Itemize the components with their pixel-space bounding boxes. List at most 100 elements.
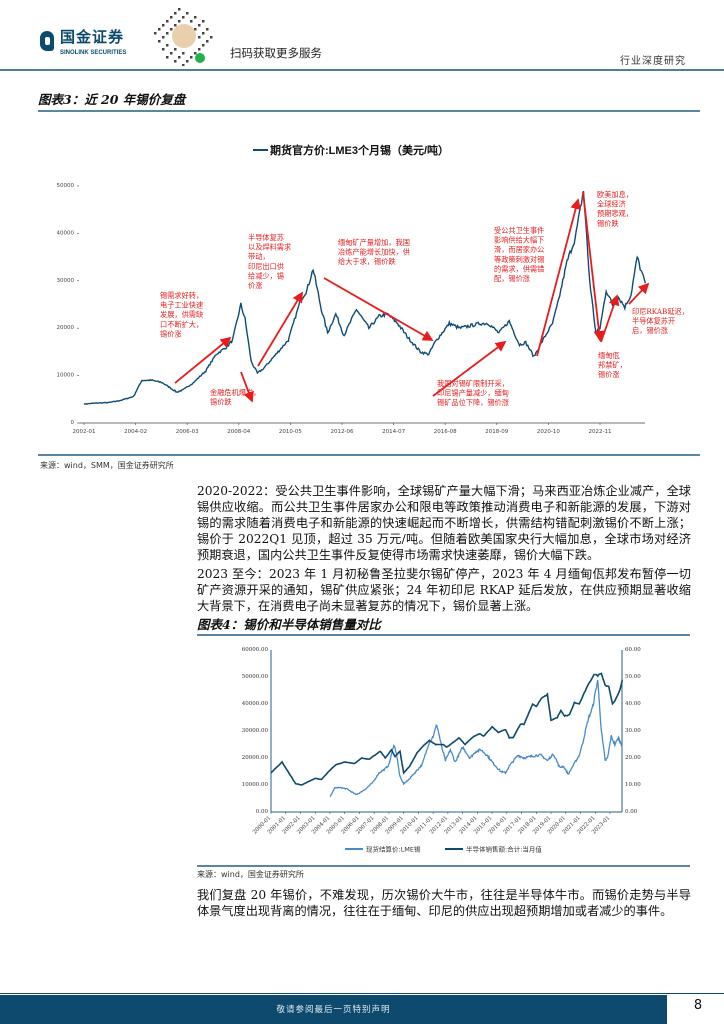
y-left-tick-label: 20000.00	[242, 755, 269, 761]
page-number: 8	[693, 998, 703, 1013]
qr-module	[182, 52, 185, 55]
annotation-text: 以及焊料需求	[248, 243, 291, 252]
annotation-text: 印尼RKAB延迟，	[632, 307, 689, 316]
qr-module	[158, 28, 161, 31]
qr-module	[170, 28, 173, 31]
annotation-arrow-up	[257, 291, 303, 367]
qr-module	[178, 56, 181, 59]
annotation-text: 给减少，锡	[248, 271, 284, 280]
y-tick-label: 50000	[57, 183, 75, 189]
figure4-source: 来源：wind，国金证券研究所	[197, 870, 304, 879]
sinolink-logo-icon	[40, 31, 54, 51]
qr-module	[198, 48, 201, 51]
annotation-text: 启，锡价涨	[632, 326, 668, 335]
annotation-text: 印尼锡产量减少，缅甸	[437, 389, 509, 398]
annotation-text: 锡价涨	[598, 370, 620, 379]
legend-label-lme-tin: 现货结算价:LME锡	[366, 845, 421, 854]
qr-module	[190, 56, 193, 59]
annotation-text: 预期悲观，	[597, 209, 633, 218]
annotation-text: 口不断扩大，	[160, 320, 203, 329]
y-right-tick-label: 20.00	[625, 755, 641, 761]
x-tick-label: 2020-10	[537, 429, 560, 435]
logo-text-en: SINOLINK SECURITIES	[60, 50, 127, 56]
wechat-mini-program-icon	[195, 53, 205, 63]
annotation-text: 全球经济	[597, 200, 626, 209]
annotation-text: 半导体复苏开	[632, 317, 675, 326]
annotation-text: 的需求，供需错	[494, 264, 544, 273]
paragraph-conclusion: 我们复盘 20 年锡价，不难发现，历次锡价大牛市，往往是半导体牛市。而锡价走势与…	[197, 888, 691, 918]
annotation-text: 锡价跌	[210, 398, 232, 407]
figure4-title-rule	[197, 634, 690, 636]
annotation-text: 锡矿品位下降，锡价涨	[437, 398, 509, 407]
qr-module	[154, 32, 157, 35]
y-tick-label: 30000	[57, 278, 75, 284]
annotation-text: 受公共卫生事件	[494, 226, 544, 235]
figure3-bottom-rule	[38, 454, 700, 456]
paragraph-2020-2022: 2020-2022：受公共卫生事件影响，全球锡矿产量大幅下滑；马来西亚冶炼企业减…	[197, 484, 691, 562]
y-tick-label: 40000	[57, 230, 75, 236]
x-tick-label: 2018-09	[485, 429, 508, 435]
qr-module	[162, 36, 165, 39]
annotation-text: 等政策刺激对锡	[494, 255, 544, 264]
qr-module	[206, 40, 209, 43]
y-right-tick-label: 50.00	[625, 674, 641, 680]
annotation-text: 发展，供需缺	[160, 310, 203, 319]
annotation-arrow-down	[323, 277, 434, 341]
annotation-arrow-down	[240, 371, 254, 403]
x-tick-label: 2008-04	[227, 429, 250, 435]
figure4-bottom-rule	[197, 865, 690, 867]
x-tick-label: 2010-05	[279, 429, 302, 435]
qr-module	[186, 12, 189, 15]
annotation-text: 给大于求，锡价跌	[338, 257, 396, 266]
x-tick-label: 2022-11	[589, 429, 612, 435]
annotation-text: 配，锡价涨	[494, 274, 530, 283]
header-divider	[0, 69, 724, 71]
annotation-text: 冶炼产能增长加快，供	[338, 248, 410, 257]
qr-module	[198, 36, 201, 39]
footer-divider	[0, 993, 724, 994]
footer-disclaimer[interactable]: 敬请参阅最后一页特别声明	[276, 1005, 391, 1015]
annotation-text: 缅甸佤	[598, 351, 620, 360]
qr-module	[166, 20, 169, 23]
y-left-tick-label: 50000.00	[242, 674, 269, 680]
annotation-text: 电子工业快速	[160, 301, 203, 310]
qr-module	[202, 32, 205, 35]
qr-module	[166, 32, 169, 35]
qr-module	[198, 24, 201, 27]
annotation-arrow-up	[600, 294, 620, 343]
qr-module	[202, 44, 205, 47]
qr-module	[202, 20, 205, 23]
document-type-label: 行业深度研究	[620, 56, 686, 67]
qr-module	[182, 64, 185, 66]
y-left-tick-label: 0.00	[256, 809, 269, 815]
y-right-tick-label: 30.00	[625, 728, 641, 734]
qr-module	[174, 12, 177, 15]
annotation-arrow-up	[536, 198, 581, 357]
x-tick-label: 2006-03	[176, 429, 199, 435]
x-tick-label: 2004-02	[124, 429, 147, 435]
annotation-arrow-up	[174, 336, 232, 384]
annotation-text: 锡价跌	[597, 219, 619, 228]
qr-module	[178, 8, 181, 11]
series-line-lme3-tin	[83, 190, 647, 405]
figure3-title: 图表3：近 20 年锡价复盘	[38, 92, 186, 107]
y-left-tick-label: 10000.00	[242, 782, 269, 788]
qr-module	[210, 36, 213, 39]
y-tick-label: 0	[71, 420, 75, 426]
annotation-text: 印尼出口供	[248, 262, 284, 271]
qr-module	[166, 44, 169, 47]
qr-module	[174, 48, 177, 51]
y-tick-label: 10000	[57, 373, 75, 379]
annotation-text: 锡需求好转，	[160, 291, 203, 300]
qr-module	[162, 24, 165, 27]
qr-module	[174, 60, 177, 63]
y-right-tick-label: 40.00	[625, 701, 641, 707]
qr-module	[194, 28, 197, 31]
qr-module	[162, 48, 165, 51]
qr-module	[194, 52, 197, 55]
annotation-text: 金融危机爆发，	[210, 388, 260, 397]
qr-code-icon[interactable]	[150, 6, 216, 66]
body-text-block: 2020-2022：受公共卫生事件影响，全球锡矿产量大幅下滑；马来西亚冶炼企业减…	[197, 483, 691, 614]
